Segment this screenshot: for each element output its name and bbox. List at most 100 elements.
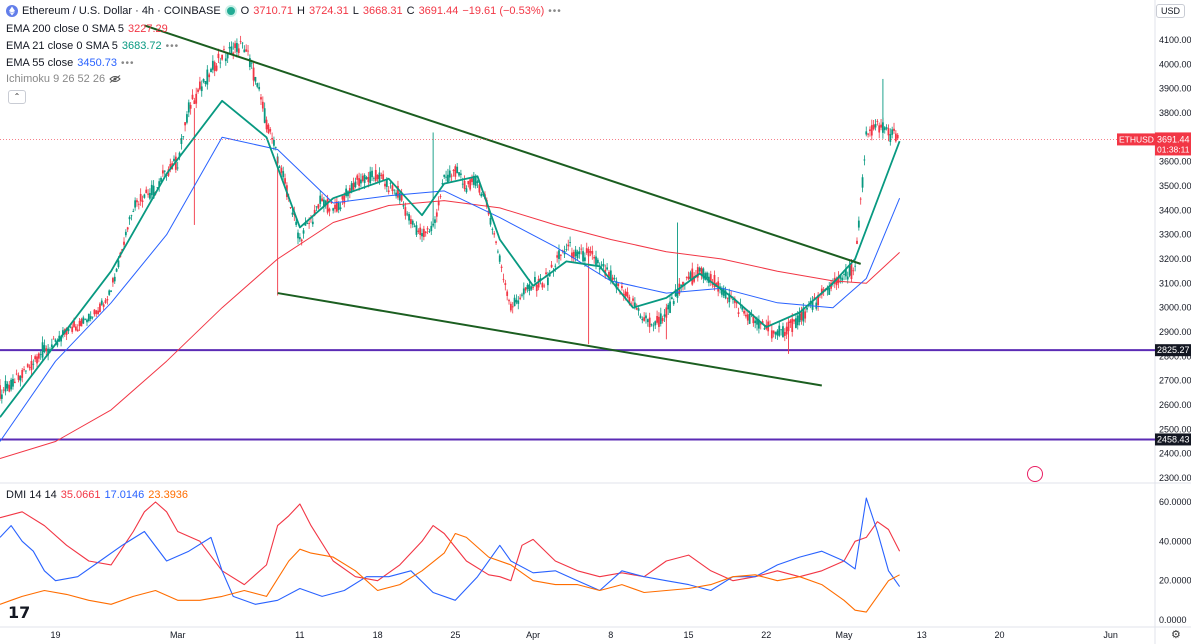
candle-body	[713, 275, 716, 288]
candle-body	[19, 376, 22, 381]
ohlc-close-label: C	[406, 5, 415, 17]
candle-body	[187, 102, 190, 113]
y-tick-label: 3600.00	[1159, 157, 1191, 167]
candle-body	[459, 173, 462, 175]
symbol-title[interactable]: Ethereum / U.S. Dollar · 4h · COINBASE	[22, 5, 221, 17]
candle-body	[441, 183, 444, 185]
candle-body	[841, 277, 844, 281]
candle-body	[428, 231, 431, 232]
gear-icon[interactable]: ⚙	[1171, 629, 1181, 641]
collapse-icon[interactable]: ⌃	[8, 90, 26, 104]
more-options-icon[interactable]: •••	[121, 57, 135, 69]
candle-body	[28, 366, 31, 368]
candle-body	[300, 239, 303, 242]
y-tick-label: 0.0000	[1159, 615, 1187, 625]
candle-body	[806, 307, 808, 310]
candle-body	[696, 267, 699, 278]
dmi-line-plus-di	[0, 501, 901, 586]
candle-body	[206, 69, 209, 85]
candle-body	[506, 291, 509, 296]
candle-body	[615, 280, 618, 289]
candle-body	[80, 319, 83, 327]
candle-body	[795, 318, 797, 328]
candle-body	[108, 290, 111, 295]
candle-body	[228, 47, 231, 49]
candle-body	[413, 225, 416, 227]
candle-body	[802, 307, 805, 322]
candle-body	[12, 378, 14, 387]
candle-body	[463, 180, 466, 190]
candle-body	[645, 315, 647, 319]
candle-body	[334, 204, 336, 210]
candle-body	[315, 206, 318, 208]
candle-body	[509, 303, 512, 311]
candle-body	[763, 328, 766, 330]
candle-body	[60, 336, 62, 342]
candle-body	[537, 278, 540, 288]
currency-button[interactable]: USD	[1156, 4, 1186, 18]
candle-body	[13, 381, 16, 384]
candle-body	[78, 320, 81, 327]
tradingview-logo-icon[interactable]: 17	[8, 603, 31, 622]
candle-body	[356, 175, 359, 180]
candle-body	[297, 232, 299, 239]
candle-body	[113, 276, 116, 282]
candle-body	[863, 159, 866, 161]
candle-body	[571, 252, 573, 259]
candle-body	[150, 184, 153, 196]
ohlc-open: 3710.71	[253, 5, 293, 17]
candle-body	[134, 200, 137, 208]
candle-body	[585, 248, 588, 253]
candle-body	[458, 172, 460, 176]
candle-body	[371, 170, 373, 178]
candle-body	[100, 300, 103, 305]
candle-body	[887, 128, 890, 136]
candle-body	[313, 209, 316, 216]
indicator-ema200[interactable]: EMA 200 close 0 SMA 5 3227.29	[6, 23, 168, 35]
x-tick-label: 20	[995, 630, 1005, 640]
candle-body	[626, 292, 629, 298]
indicator-ema21[interactable]: EMA 21 close 0 SMA 5 3683.72 •••	[6, 40, 179, 52]
candle-body	[837, 276, 840, 284]
candle-body	[746, 314, 749, 321]
candle-body	[36, 356, 38, 364]
more-options-icon[interactable]: •••	[548, 5, 562, 17]
candle-body	[52, 338, 55, 340]
candle-body	[260, 97, 262, 100]
candle-body	[450, 175, 453, 177]
candle-body	[654, 321, 657, 326]
candle-body	[815, 302, 818, 309]
candle-body	[76, 329, 79, 332]
lightning-icon[interactable]	[1027, 466, 1043, 482]
dmi-legend[interactable]: DMI 14 14 35.0661 17.0146 23.3936	[6, 489, 188, 501]
candle-body	[848, 265, 851, 276]
candle-body	[743, 310, 745, 314]
candle-body	[648, 317, 651, 328]
candle-body	[93, 309, 96, 315]
candle-body	[236, 43, 238, 52]
candle-body	[545, 272, 547, 274]
indicator-ema55[interactable]: EMA 55 close 3450.73 •••	[6, 57, 135, 69]
candle-body	[754, 320, 757, 324]
candle-body	[596, 259, 599, 264]
candle-body	[756, 318, 758, 325]
candle-body	[387, 190, 390, 193]
candle-body	[896, 134, 899, 139]
candle-body	[782, 326, 784, 338]
candle-body	[685, 277, 688, 278]
candle-body	[352, 182, 355, 190]
candle-body	[15, 373, 18, 375]
dmi-adx-value: 23.3936	[148, 489, 189, 501]
eye-icon[interactable]	[109, 75, 121, 83]
candle-body	[609, 270, 612, 281]
candle-body	[500, 266, 503, 268]
support-price-label: 2458.43	[1157, 434, 1190, 444]
more-options-icon[interactable]: •••	[165, 40, 180, 52]
indicator-ichimoku[interactable]: Ichimoku 9 26 52 26	[6, 73, 121, 85]
candle-body	[820, 288, 823, 295]
candle-body	[541, 283, 544, 288]
candle-body	[633, 302, 636, 307]
candle-body	[857, 220, 860, 228]
candle-body	[517, 300, 520, 304]
